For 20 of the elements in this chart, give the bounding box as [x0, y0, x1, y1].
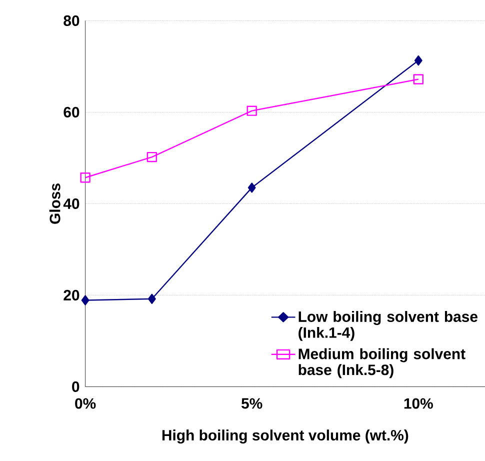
point [80, 172, 90, 183]
y-tick-label: 60 [64, 106, 80, 118]
x-tick-label: 5% [241, 398, 262, 409]
y-tick-label: 40 [63, 198, 80, 209]
y-axis-title: Gloss [49, 184, 60, 224]
point [414, 55, 422, 66]
point [81, 295, 90, 306]
point [148, 294, 156, 304]
point [246, 106, 257, 116]
point [248, 182, 256, 193]
y-tick-label: 80 [64, 15, 80, 26]
y-tick-label: 20 [64, 290, 80, 300]
x-axis-title: High boiling solvent volume (wt.%) [162, 430, 408, 444]
point [413, 74, 424, 84]
y-tick-label: 0 [72, 381, 80, 392]
point [146, 152, 157, 162]
legend-label: Low boiling solvent base (Ink.1-4) [298, 311, 478, 341]
x-tick-label: 10% [404, 398, 433, 409]
legend-label: Medium boiling solvent base (Ink.5-8) [298, 348, 466, 378]
x-tick-label: 0% [75, 398, 96, 409]
